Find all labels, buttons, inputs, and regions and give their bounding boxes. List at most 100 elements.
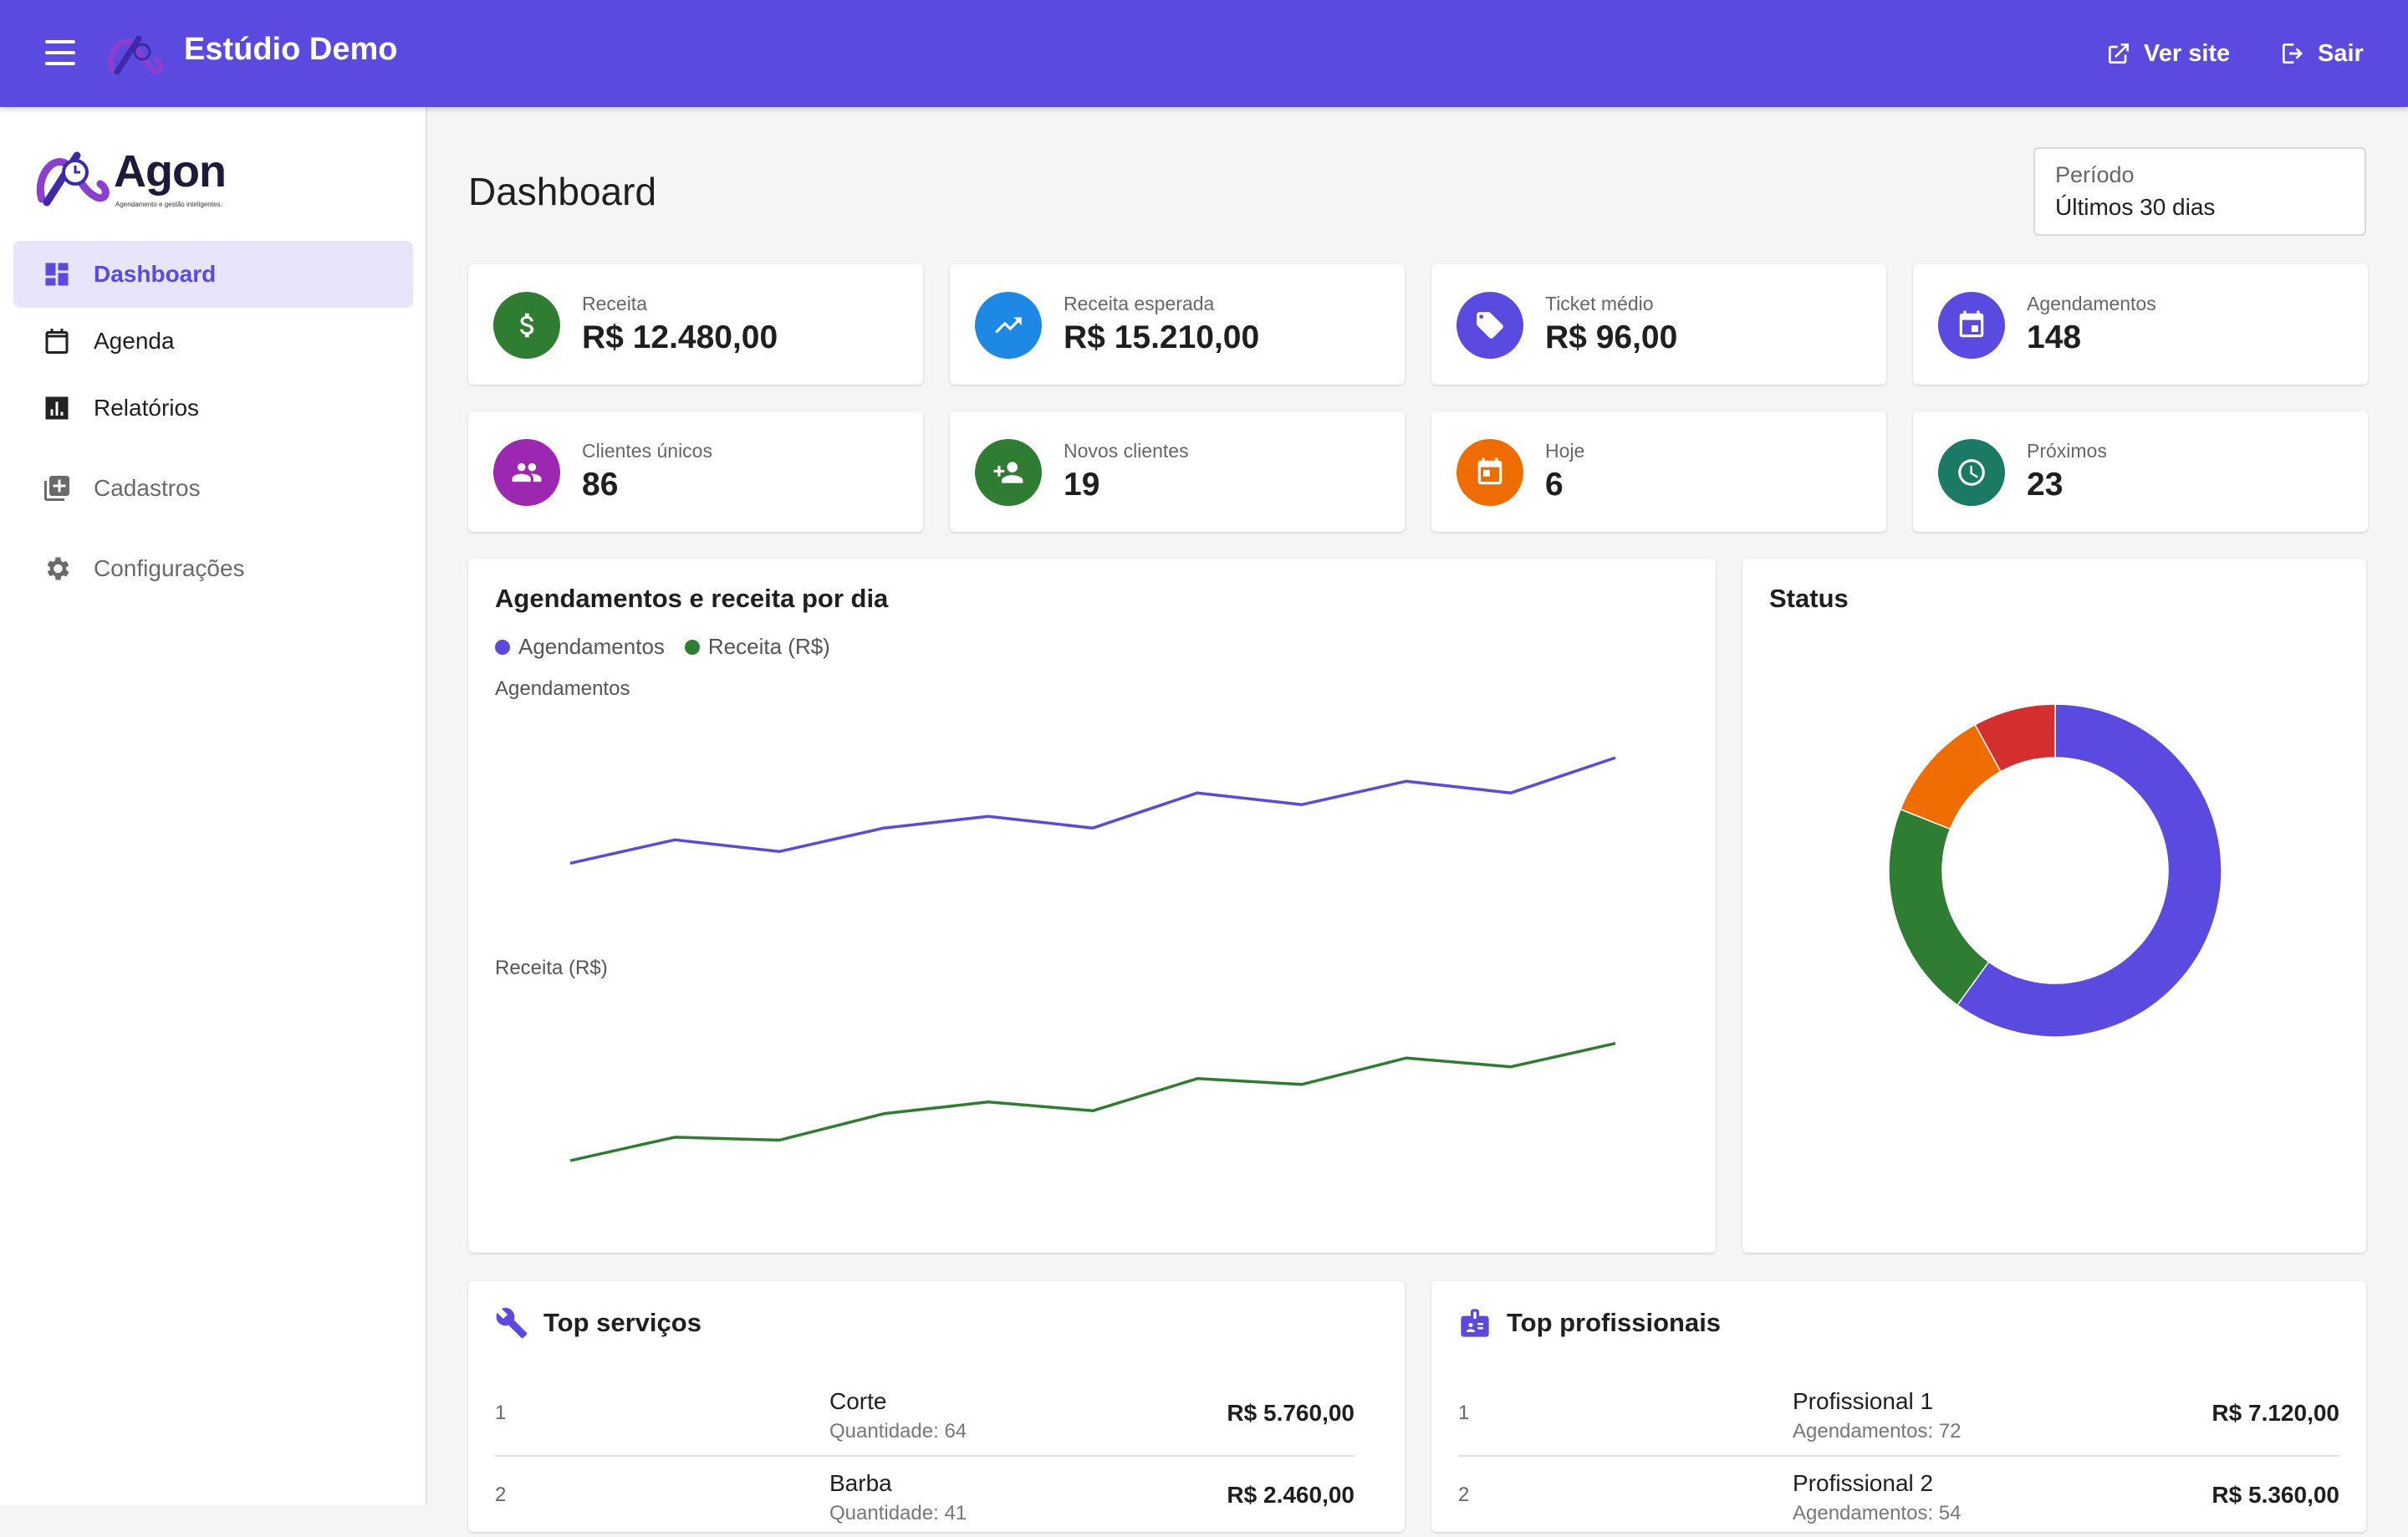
stat-label: Ticket médio	[1545, 293, 1654, 314]
service-quantity: Quantidade: 41	[829, 1502, 967, 1524]
stat-label: Novos clientes	[1064, 440, 1189, 462]
service-amount: R$ 5.760,00	[1227, 1400, 1354, 1426]
clock-icon	[1938, 439, 2005, 506]
legend-dot	[684, 639, 700, 655]
app-logo-icon	[108, 35, 164, 75]
status-chart-card: Status	[1742, 559, 2366, 1253]
list-item[interactable]: 1 Profissional 1 Agendamentos: 72 R$ 7.1…	[1458, 1375, 2339, 1457]
legend-label: Agendamentos	[518, 634, 665, 659]
sidebar-item-label: Cadastros	[94, 475, 201, 501]
stat-label: Agendamentos	[2027, 293, 2156, 314]
series-line-1	[569, 756, 1616, 866]
rank-number: 1	[1458, 1402, 1470, 1424]
library-add-icon	[44, 476, 69, 501]
period-select[interactable]: Período Últimos 30 dias	[2033, 147, 2366, 236]
legend-item-receita[interactable]: Receita (R$)	[684, 634, 830, 660]
donut-slice-4[interactable]	[1974, 703, 2056, 773]
dashboard-icon	[45, 263, 69, 286]
chart-legend: Agendamentos Receita (R$)	[495, 634, 850, 660]
stat-value: R$ 96,00	[1545, 319, 1678, 355]
sidebar-item-agenda[interactable]: Agenda	[13, 308, 413, 375]
sidebar-item-label: Configurações	[94, 555, 245, 581]
rank-number: 2	[495, 1483, 507, 1506]
stat-label: Próximos	[2027, 440, 2107, 462]
menu-icon[interactable]	[45, 40, 77, 65]
brand-tagline: Agendamento e gestão inteligentes.	[115, 201, 222, 208]
people-icon	[493, 439, 560, 506]
stat-value: R$ 12.480,00	[582, 319, 778, 355]
professional-name: Profissional 1	[1793, 1388, 1934, 1414]
stat-value: 86	[582, 467, 619, 503]
rank-number: 1	[495, 1402, 507, 1424]
event-icon	[1938, 292, 2005, 359]
stat-label: Receita	[582, 293, 647, 314]
badge-icon	[1461, 1309, 1489, 1337]
person-add-icon	[975, 439, 1042, 506]
chart-title: Agendamentos e receita por dia	[495, 584, 889, 613]
stat-card-agendamentos: Agendamentos 148	[1913, 264, 2368, 385]
professional-name: Profissional 2	[1793, 1470, 1934, 1496]
top-services-card: Top serviços 1 Corte Quantidade: 64 R$ 5…	[468, 1281, 1405, 1532]
logout-icon	[2283, 43, 2303, 64]
trending-up-icon	[975, 292, 1042, 359]
view-site-button[interactable]: Ver site	[2105, 37, 2230, 70]
open-external-icon	[2109, 43, 2129, 64]
stat-label: Hoje	[1545, 440, 1585, 462]
series-2-label: Receita (R$)	[495, 957, 608, 979]
stat-card-hoje: Hoje 6	[1431, 411, 1886, 532]
top-professionals-card: Top profissionais 1 Profissional 1 Agend…	[1431, 1281, 2366, 1532]
page-title: Dashboard	[468, 170, 657, 213]
stat-card-clientes-unicos: Clientes únicos 86	[468, 411, 923, 532]
stat-value: 23	[2027, 467, 2064, 503]
stat-card-receita: Receita R$ 12.480,00	[468, 264, 923, 385]
series-line-2	[569, 1041, 1616, 1162]
service-name: Barba	[829, 1470, 892, 1496]
sidebar-item-relatorios[interactable]: Relatórios	[13, 375, 413, 442]
calendar-icon	[45, 329, 69, 354]
top-professionals-header: Top profissionais	[1458, 1306, 1721, 1340]
stat-card-ticket-medio: Ticket médio R$ 96,00	[1431, 264, 1886, 385]
status-donut-chart	[1888, 703, 2222, 1038]
period-label: Período	[2055, 162, 2135, 187]
sidebar-item-label: Dashboard	[94, 261, 217, 287]
sidebar: Agon Agendamento e gestão inteligentes. …	[0, 107, 427, 1505]
legend-label: Receita (R$)	[707, 634, 830, 659]
stat-label: Receita esperada	[1064, 293, 1215, 314]
sidebar-item-label: Agenda	[94, 328, 175, 354]
legend-dot	[495, 639, 510, 655]
donut-slice-2[interactable]	[1888, 808, 1990, 1007]
series-1-label: Agendamentos	[495, 677, 630, 700]
donut-slice-1[interactable]	[1956, 703, 2222, 1038]
line-chart	[569, 756, 1616, 1162]
bar-chart-icon	[45, 396, 69, 420]
rank-number: 2	[1458, 1483, 1470, 1506]
period-value: Últimos 30 dias	[2055, 194, 2216, 220]
professional-appointments: Agendamentos: 72	[1793, 1420, 1962, 1443]
stat-value: R$ 15.210,00	[1064, 319, 1260, 355]
gear-icon	[47, 557, 69, 580]
sidebar-item-dashboard[interactable]: Dashboard	[13, 241, 413, 308]
service-name: Corte	[829, 1388, 887, 1414]
sidebar-item-configuracoes[interactable]: Configurações	[13, 535, 413, 602]
stat-card-proximos: Próximos 23	[1913, 411, 2368, 532]
top-app-bar: Estúdio Demo Ver site Sair	[0, 0, 2408, 107]
service-amount: R$ 2.460,00	[1227, 1482, 1354, 1508]
wrench-icon	[496, 1307, 528, 1339]
list-item[interactable]: 2 Profissional 2 Agendamentos: 54 R$ 5.3…	[1458, 1457, 2339, 1537]
stat-value: 6	[1545, 467, 1564, 503]
sidebar-item-cadastros[interactable]: Cadastros	[13, 455, 413, 522]
professional-appointments: Agendamentos: 54	[1793, 1502, 1962, 1524]
brand-logo: Agon Agendamento e gestão inteligentes.	[33, 140, 284, 224]
professional-amount: R$ 7.120,00	[2212, 1400, 2339, 1426]
sidebar-item-label: Relatórios	[94, 395, 200, 421]
legend-item-agendamentos[interactable]: Agendamentos	[495, 634, 665, 660]
service-quantity: Quantidade: 64	[829, 1420, 967, 1443]
stat-card-novos-clientes: Novos clientes 19	[950, 411, 1405, 532]
today-icon	[1457, 439, 1523, 506]
list-item[interactable]: 1 Corte Quantidade: 64 R$ 5.760,00	[495, 1375, 1354, 1457]
list-item[interactable]: 2 Barba Quantidade: 41 R$ 2.460,00	[495, 1457, 1354, 1537]
top-professionals-title: Top profissionais	[1507, 1308, 1722, 1337]
stat-value: 19	[1064, 467, 1100, 503]
logout-button[interactable]: Sair	[2279, 37, 2364, 70]
professional-amount: R$ 5.360,00	[2212, 1482, 2339, 1508]
